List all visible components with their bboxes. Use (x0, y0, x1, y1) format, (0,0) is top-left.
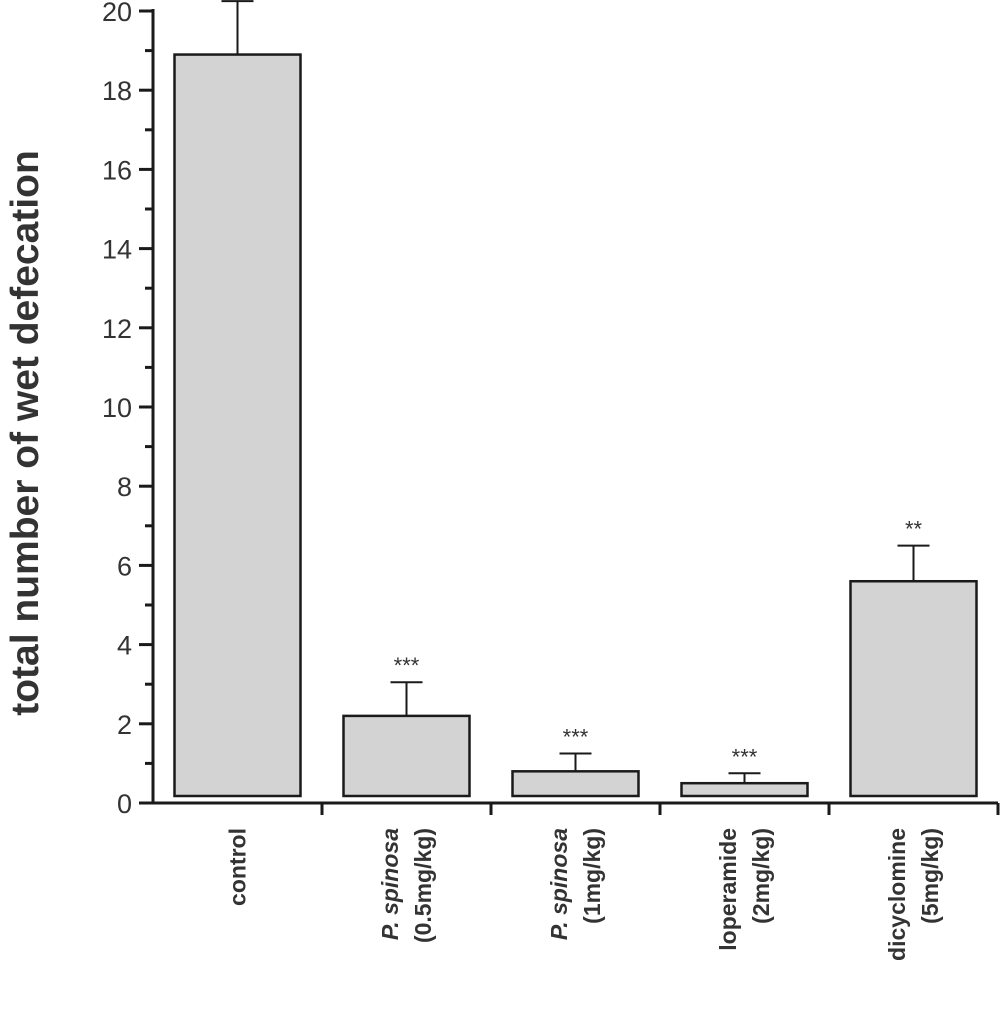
y-tick-label: 10 (102, 393, 132, 423)
significance-label: ** (905, 517, 923, 542)
x-category-label: P. spinosa (1mg/kg) (546, 828, 605, 940)
bars: *********** (173, 0, 978, 798)
x-category-label-line: (1mg/kg) (579, 828, 605, 924)
x-category-label-line: P. spinosa (546, 828, 572, 940)
x-category-label-line: (0.5mg/kg) (410, 828, 436, 943)
y-tick-label: 20 (102, 0, 132, 27)
x-category-label-line: P. spinosa (377, 828, 403, 940)
x-category-label-line: loperamide (715, 828, 741, 951)
significance-label: *** (732, 744, 758, 769)
y-tick-label: 18 (102, 76, 132, 106)
x-category-label-line: dicyclomine (884, 828, 910, 961)
y-axis-label: total number of wet defecation (4, 150, 47, 716)
x-ticks: control P. spinosa (0.5mg/kg) P. spinosa (1m… (225, 803, 1000, 961)
y-tick-label: 8 (117, 472, 132, 502)
x-category-label-line: (2mg/kg) (748, 828, 774, 924)
y-ticks: 0 2 4 6 8 10 12 14 16 18 20 (102, 0, 153, 819)
x-category-label-line: (5mg/kg) (917, 828, 943, 924)
x-category-label: loperamide (2mg/kg) (715, 828, 774, 951)
x-category-label: control (225, 828, 251, 906)
y-tick-label: 12 (102, 314, 132, 344)
significance-label: *** (394, 653, 420, 678)
x-category-label: dicyclomine (5mg/kg) (884, 828, 943, 961)
bar (173, 53, 302, 798)
bar-group (173, 0, 302, 798)
y-tick-label: 14 (102, 235, 132, 265)
y-tick-label: 2 (117, 710, 132, 740)
bar-group: *** (342, 653, 471, 798)
x-category-label: P. spinosa (0.5mg/kg) (377, 828, 436, 943)
bar-group: ** (849, 517, 978, 798)
bar (342, 714, 471, 798)
bar (680, 781, 809, 798)
x-category-label-line: control (225, 828, 251, 906)
significance-label: *** (563, 725, 589, 750)
y-tick-label: 16 (102, 155, 132, 185)
bar-group: *** (511, 725, 640, 798)
bar (511, 770, 640, 798)
bar (849, 579, 978, 798)
y-tick-label: 0 (117, 789, 132, 819)
y-tick-label: 4 (117, 631, 132, 661)
bar-group: *** (680, 744, 809, 798)
y-tick-label: 6 (117, 551, 132, 581)
